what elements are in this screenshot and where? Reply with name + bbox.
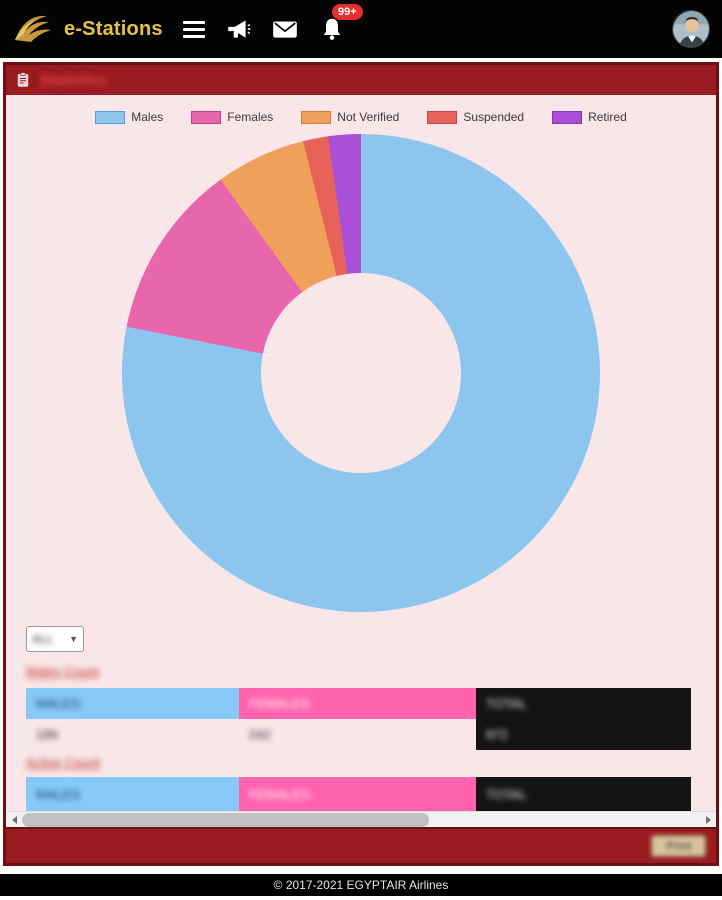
legend-swatch — [552, 110, 583, 124]
header-total: TOTAL — [486, 696, 527, 711]
scroll-left-arrow[interactable] — [6, 812, 22, 827]
legend-item-not-verified[interactable]: Not Verified — [301, 108, 399, 126]
header-total: TOTAL — [486, 787, 527, 802]
legend-item-retired[interactable]: Retired — [552, 108, 627, 126]
table-header-row: MALES FEMALES TOTAL — [26, 777, 691, 811]
header-males: MALES — [36, 696, 81, 711]
donut-chart[interactable] — [122, 134, 600, 612]
region-filter-select[interactable]: ALL ▼ — [26, 626, 84, 652]
table-data-row: 189 242 972 — [26, 719, 691, 750]
chevron-down-icon: ▼ — [69, 634, 78, 644]
panel-title: Statistics — [40, 71, 107, 89]
legend-item-males[interactable]: Males — [95, 108, 163, 126]
header-males: MALES — [36, 787, 81, 802]
legend-label: Suspended — [463, 110, 525, 124]
details-section: ALL ▼ Males Count MALES FEMALES TOTAL 18… — [6, 612, 716, 811]
total-value: 972 — [486, 727, 508, 742]
copyright-text: © 2017-2021 EGYPTAIR Airlines — [273, 878, 449, 892]
legend-swatch — [95, 110, 126, 124]
page-footer: © 2017-2021 EGYPTAIR Airlines — [0, 874, 722, 896]
legend-swatch — [427, 110, 458, 124]
legend-item-females[interactable]: Females — [191, 108, 273, 126]
females-value: 242 — [249, 727, 271, 742]
scrollbar-track[interactable] — [22, 812, 700, 827]
details-link-2[interactable]: Active Count — [26, 755, 100, 770]
legend-label: Not Verified — [337, 110, 400, 124]
filter-selected-value: ALL — [32, 632, 54, 646]
envelope-icon — [272, 21, 297, 38]
table-header-row: MALES FEMALES TOTAL — [26, 688, 691, 719]
legend-swatch — [191, 110, 222, 124]
user-avatar[interactable] — [672, 10, 710, 48]
totals-table: MALES FEMALES TOTAL 189 242 972 — [26, 688, 691, 750]
top-navigation-bar: e-Stations 99+ — [0, 0, 722, 58]
app-title: e-Stations — [64, 17, 163, 40]
details-link-1[interactable]: Males Count — [26, 664, 99, 679]
panel-footer-bar: Print — [6, 827, 716, 863]
secondary-table: MALES FEMALES TOTAL — [26, 777, 691, 811]
bell-icon — [323, 18, 341, 40]
clipboard-icon — [17, 72, 29, 87]
legend-label: Females — [227, 110, 274, 124]
legend-item-suspended[interactable]: Suspended — [427, 108, 524, 126]
megaphone-icon — [227, 20, 251, 38]
notifications-button[interactable]: 99+ — [319, 4, 363, 42]
egyptair-logo-icon — [12, 9, 52, 49]
header-females: FEMALES — [249, 696, 310, 711]
scroll-right-arrow[interactable] — [700, 812, 716, 827]
messages-button[interactable] — [271, 16, 299, 42]
males-value: 189 — [36, 727, 58, 742]
header-females: FEMALES — [249, 787, 310, 802]
legend-label: Males — [131, 110, 164, 124]
notification-count-badge: 99+ — [332, 4, 363, 20]
panel-header: Statistics — [6, 65, 716, 95]
menu-button[interactable] — [182, 20, 205, 38]
panel-body: Males Females Not Verified Suspended Retired… — [6, 95, 716, 811]
hamburger-icon — [182, 20, 205, 38]
legend-label: Retired — [588, 110, 627, 124]
horizontal-scrollbar[interactable] — [6, 811, 716, 827]
announcements-button[interactable] — [225, 16, 251, 42]
print-button[interactable]: Print — [651, 835, 706, 857]
statistics-panel: Statistics Males Females Not Verified Suspe… — [3, 62, 719, 866]
legend-swatch — [301, 110, 332, 124]
chart-legend: Males Females Not Verified Suspended Retired — [6, 95, 716, 126]
scrollbar-thumb[interactable] — [22, 813, 429, 827]
